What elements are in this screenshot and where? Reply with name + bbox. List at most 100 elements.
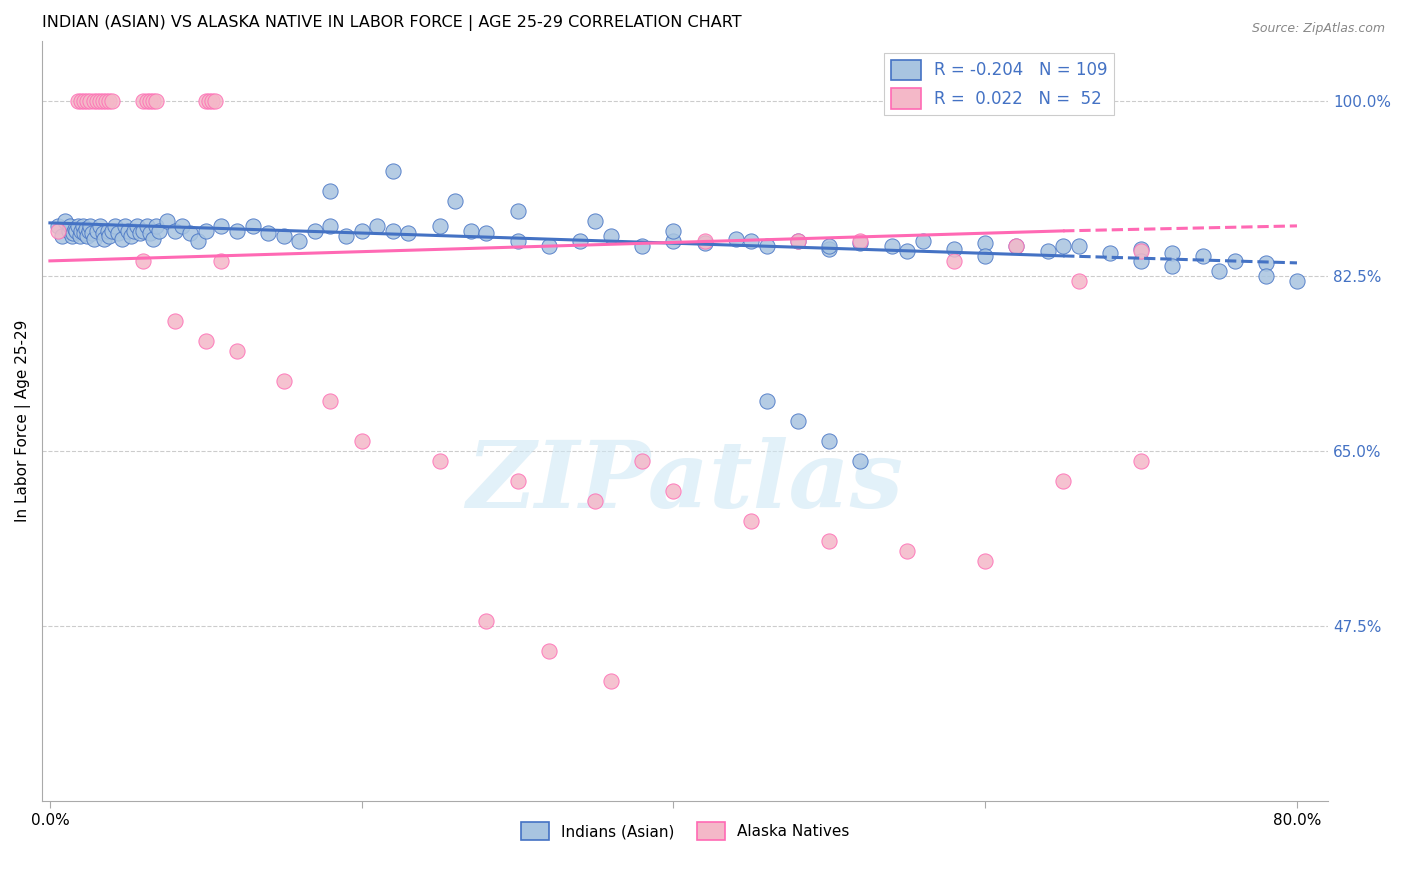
Point xyxy=(506,203,529,218)
Point xyxy=(1285,274,1308,288)
Point xyxy=(86,94,108,108)
Point xyxy=(1192,249,1215,263)
Point xyxy=(91,226,114,240)
Point xyxy=(366,219,388,233)
Point xyxy=(226,343,249,358)
Text: INDIAN (ASIAN) VS ALASKA NATIVE IN LABOR FORCE | AGE 25-29 CORRELATION CHART: INDIAN (ASIAN) VS ALASKA NATIVE IN LABOR… xyxy=(42,15,742,31)
Point xyxy=(1036,244,1059,258)
Legend: Indians (Asian), Alaska Natives: Indians (Asian), Alaska Natives xyxy=(515,815,855,847)
Point xyxy=(76,228,98,243)
Point xyxy=(693,235,716,250)
Point xyxy=(63,222,86,236)
Point xyxy=(194,224,217,238)
Point xyxy=(1130,244,1153,258)
Point xyxy=(662,224,685,238)
Point xyxy=(600,673,623,688)
Point xyxy=(1254,256,1277,270)
Point xyxy=(226,224,249,238)
Point xyxy=(1130,253,1153,268)
Point xyxy=(59,219,82,233)
Point xyxy=(98,228,121,243)
Point xyxy=(849,234,872,248)
Point xyxy=(132,253,155,268)
Point xyxy=(201,94,224,108)
Point xyxy=(849,454,872,468)
Point xyxy=(288,234,311,248)
Point xyxy=(475,226,498,240)
Point xyxy=(83,94,105,108)
Point xyxy=(1067,239,1090,253)
Point xyxy=(73,226,96,240)
Point xyxy=(145,219,167,233)
Point xyxy=(132,224,155,238)
Point xyxy=(1005,239,1028,253)
Point xyxy=(72,219,94,233)
Point xyxy=(304,224,326,238)
Point xyxy=(1223,253,1246,268)
Point xyxy=(135,219,157,233)
Point xyxy=(335,228,357,243)
Point xyxy=(198,94,221,108)
Point xyxy=(273,228,295,243)
Point xyxy=(187,234,209,248)
Point xyxy=(101,224,124,238)
Point xyxy=(896,244,918,258)
Point xyxy=(396,226,419,240)
Text: Source: ZipAtlas.com: Source: ZipAtlas.com xyxy=(1251,22,1385,36)
Point xyxy=(66,219,89,233)
Point xyxy=(122,224,145,238)
Point xyxy=(138,94,160,108)
Point xyxy=(62,226,84,240)
Point xyxy=(631,239,654,253)
Point xyxy=(585,494,607,508)
Point xyxy=(51,228,73,243)
Point xyxy=(273,374,295,388)
Point xyxy=(662,234,685,248)
Point xyxy=(46,219,69,233)
Point xyxy=(1130,242,1153,256)
Point xyxy=(120,228,142,243)
Point xyxy=(429,219,451,233)
Point xyxy=(65,224,87,238)
Point xyxy=(46,224,69,238)
Point xyxy=(93,232,115,246)
Point xyxy=(209,219,232,233)
Point xyxy=(156,214,179,228)
Point xyxy=(209,253,232,268)
Point xyxy=(896,544,918,558)
Point xyxy=(974,235,997,250)
Point xyxy=(537,239,560,253)
Point xyxy=(242,219,264,233)
Point xyxy=(163,224,186,238)
Point xyxy=(444,194,467,208)
Point xyxy=(138,226,160,240)
Point xyxy=(129,226,152,240)
Point xyxy=(1052,239,1074,253)
Text: ZIPatlas: ZIPatlas xyxy=(467,437,904,526)
Point xyxy=(1052,474,1074,488)
Point xyxy=(600,228,623,243)
Point xyxy=(145,94,167,108)
Point xyxy=(110,232,132,246)
Point xyxy=(79,94,101,108)
Point xyxy=(568,234,591,248)
Point xyxy=(132,94,155,108)
Point xyxy=(257,226,280,240)
Point xyxy=(101,94,124,108)
Point xyxy=(104,219,127,233)
Point xyxy=(974,554,997,568)
Point xyxy=(75,222,97,236)
Point xyxy=(1208,264,1230,278)
Point xyxy=(1005,94,1028,108)
Point xyxy=(204,94,226,108)
Point xyxy=(89,94,111,108)
Point xyxy=(631,454,654,468)
Point xyxy=(83,232,105,246)
Point xyxy=(506,234,529,248)
Point xyxy=(66,94,89,108)
Point xyxy=(1161,246,1184,260)
Point xyxy=(127,219,149,233)
Point xyxy=(107,226,129,240)
Point xyxy=(974,249,997,263)
Point xyxy=(194,94,217,108)
